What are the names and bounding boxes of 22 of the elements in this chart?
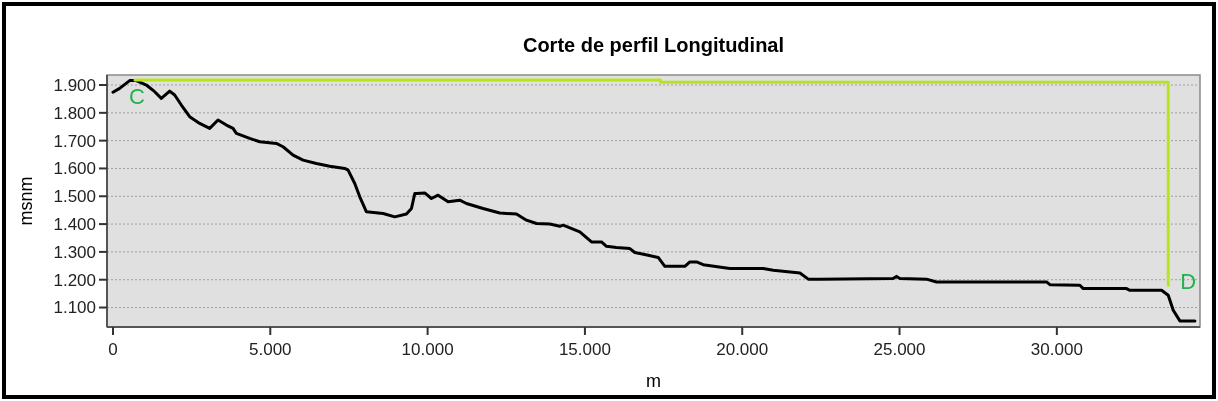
y-axis-title: msnm	[16, 176, 36, 226]
x-tick-label: 25.000	[873, 340, 926, 359]
y-tick-label: 1.900	[53, 75, 96, 95]
x-tick-label: 15.000	[558, 340, 611, 359]
line-series	[111, 79, 1197, 323]
x-tick-label: 30.000	[1030, 340, 1083, 359]
annotation: C	[129, 83, 146, 109]
y-tick-label: 1.800	[53, 103, 96, 123]
x-tick-label: 0	[108, 340, 118, 359]
y-tick-label: 1.700	[53, 131, 96, 151]
chart-title: Corte de perfil Longitudinal	[522, 34, 785, 56]
y-tick-label: 1.400	[53, 215, 96, 235]
y-tick-label: 1.200	[53, 270, 96, 290]
y-tick-label: 1.100	[53, 298, 96, 318]
y-tick-label: 1.500	[53, 187, 96, 207]
x-axis-title: m	[646, 371, 661, 391]
x-tick-label: 20.000	[716, 340, 769, 359]
y-tick-label: 1.600	[53, 159, 96, 179]
x-tick-label: 5.000	[249, 340, 292, 359]
annotation: D	[1180, 268, 1197, 294]
y-tick-label: 1.300	[53, 242, 96, 262]
x-tick-label: 10.000	[401, 340, 454, 359]
